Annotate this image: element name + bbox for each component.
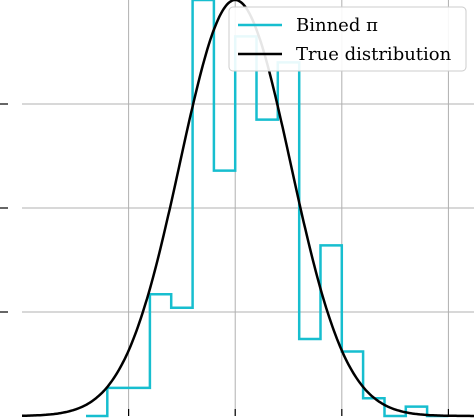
legend-label-binned: Binned π (296, 15, 378, 36)
legend-label-true: True distribution (296, 44, 452, 65)
legend: Binned π True distribution (228, 6, 467, 72)
series-binned-step (86, 0, 449, 418)
legend-box (228, 6, 467, 72)
axis-ticks (0, 103, 450, 416)
